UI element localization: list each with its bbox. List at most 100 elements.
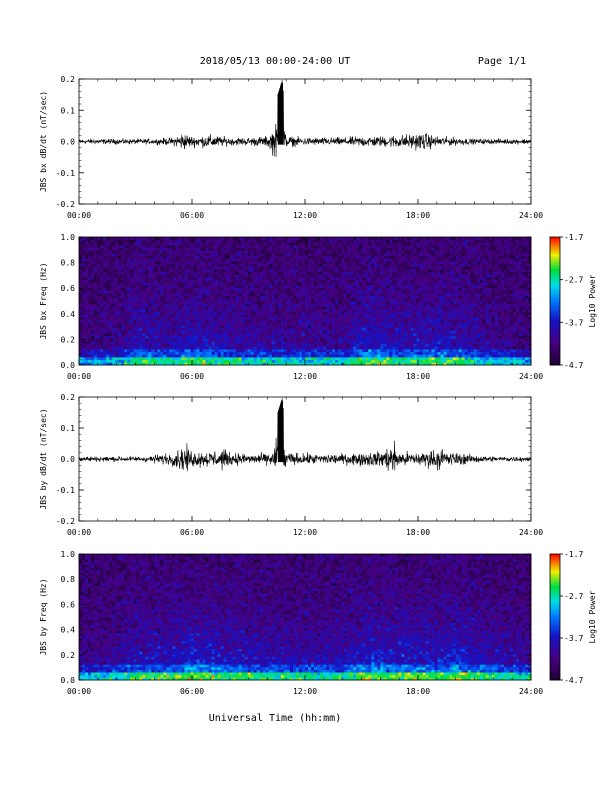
spectrogram-cell bbox=[301, 239, 306, 243]
spectrogram-cell bbox=[118, 354, 122, 358]
spectrogram-cell bbox=[211, 306, 215, 310]
spectrogram-cell bbox=[286, 271, 291, 275]
spectrogram-cell bbox=[226, 343, 231, 347]
spectrogram-cell bbox=[356, 250, 360, 254]
spectrogram-cell bbox=[106, 311, 110, 315]
spectrogram-cell bbox=[112, 317, 116, 321]
spectrogram-cell bbox=[329, 255, 333, 259]
spectrogram-cell bbox=[175, 263, 179, 267]
spectrogram-cell bbox=[368, 237, 372, 241]
spectrogram-cell bbox=[136, 239, 140, 243]
spectrogram-cell bbox=[220, 261, 225, 265]
spectrogram-cell bbox=[220, 279, 225, 283]
spectrogram-cell bbox=[274, 346, 279, 350]
spectrogram-cell bbox=[377, 290, 381, 294]
spectrogram-cell bbox=[229, 322, 234, 326]
spectrogram-cell bbox=[311, 279, 315, 283]
spectrogram-cell bbox=[85, 319, 89, 323]
spectrogram-cell bbox=[259, 330, 264, 334]
spectrogram-cell bbox=[295, 338, 300, 342]
spectrogram-cell bbox=[274, 274, 279, 278]
spectrogram-cell bbox=[235, 274, 240, 278]
spectrogram-cell bbox=[85, 271, 89, 275]
spectrogram-cell bbox=[314, 242, 318, 246]
spectrogram-cell bbox=[241, 279, 246, 283]
spectrogram-cell bbox=[157, 277, 161, 281]
spectrogram-cell bbox=[217, 263, 222, 267]
spectrogram-cell bbox=[193, 309, 197, 313]
spectrogram-cell bbox=[335, 282, 339, 286]
spectrogram-cell bbox=[347, 330, 351, 334]
spectrogram-cell bbox=[365, 343, 369, 347]
spectrogram-cell bbox=[136, 261, 140, 265]
spectrogram-cell bbox=[262, 309, 267, 313]
spectrogram-cell bbox=[130, 239, 134, 243]
spectrogram-cell bbox=[148, 301, 152, 305]
spectrogram-cell bbox=[178, 269, 182, 273]
spectrogram-cell bbox=[217, 338, 222, 342]
spectrogram-cell bbox=[157, 285, 161, 289]
spectrogram-cell bbox=[82, 303, 86, 307]
spectrogram-cell bbox=[184, 362, 188, 366]
spectrogram-cell bbox=[368, 309, 372, 313]
spectrogram-cell bbox=[109, 253, 113, 257]
spectrogram-cell bbox=[82, 335, 86, 339]
spectrogram-cell bbox=[142, 333, 146, 337]
spectrogram-cell bbox=[241, 341, 246, 345]
spectrogram-cell bbox=[145, 346, 149, 350]
spectrogram-cell bbox=[323, 341, 327, 345]
spectrogram-cell bbox=[305, 263, 309, 267]
spectrogram-cell bbox=[289, 263, 294, 267]
spectrogram-cell bbox=[265, 333, 270, 337]
spectrogram-cell bbox=[142, 255, 146, 259]
spectrogram-cell bbox=[311, 253, 315, 257]
spectrogram-cell bbox=[148, 258, 152, 262]
spectrogram-cell bbox=[262, 359, 267, 363]
spectrogram-cell bbox=[157, 354, 161, 358]
spectrogram-cell bbox=[338, 290, 342, 294]
spectrogram-cell bbox=[256, 277, 261, 281]
spectrogram-cell bbox=[232, 319, 237, 323]
spectrogram-cell bbox=[292, 335, 297, 339]
spectrogram-cell bbox=[368, 263, 372, 267]
spectrogram-cell bbox=[226, 359, 231, 363]
spectrogram-cell bbox=[118, 349, 122, 353]
spectrogram-cell bbox=[268, 263, 273, 267]
spectrogram-cell bbox=[356, 266, 360, 270]
spectrogram-cell bbox=[115, 309, 119, 313]
spectrogram-cell bbox=[145, 338, 149, 342]
spectrogram-cell bbox=[241, 295, 246, 299]
spectrogram-cell bbox=[283, 311, 288, 315]
spectrogram-cell bbox=[139, 306, 143, 310]
spectrogram-cell bbox=[118, 362, 122, 366]
spectrogram-cell bbox=[335, 287, 339, 291]
spectrogram-cell bbox=[341, 266, 345, 270]
spectrogram-cell bbox=[163, 309, 167, 313]
spectrogram-cell bbox=[163, 255, 167, 259]
spectrogram-cell bbox=[97, 354, 101, 358]
spectrogram-cell bbox=[311, 287, 315, 291]
spectrogram-cell bbox=[100, 301, 104, 305]
spectrogram-cell bbox=[121, 239, 125, 243]
spectrogram-cell bbox=[329, 351, 333, 355]
spectrogram-cell bbox=[247, 351, 252, 355]
spectrogram-cell bbox=[247, 325, 252, 329]
spectrogram-cell bbox=[172, 357, 176, 361]
spectrogram-cell bbox=[338, 309, 342, 313]
spectrogram-cell bbox=[308, 309, 312, 313]
y-tick-label: -0.2 bbox=[56, 200, 75, 209]
spectrogram-cell bbox=[175, 325, 179, 329]
spectrogram-cell bbox=[169, 250, 173, 254]
spectrogram-cell bbox=[320, 341, 324, 345]
spectrogram-cell bbox=[374, 253, 378, 257]
spectrogram-cell bbox=[298, 239, 303, 243]
spectrogram-cell bbox=[205, 245, 209, 249]
spectrogram-cell bbox=[329, 322, 333, 326]
spectrogram-cell bbox=[127, 269, 131, 273]
spectrogram-cell bbox=[368, 359, 372, 363]
spectrogram-cell bbox=[298, 319, 303, 323]
spectrogram-cell bbox=[320, 271, 324, 275]
spectrogram-cell bbox=[292, 293, 297, 297]
spectrogram-cell bbox=[148, 253, 152, 257]
spectrogram-cell bbox=[115, 330, 119, 334]
